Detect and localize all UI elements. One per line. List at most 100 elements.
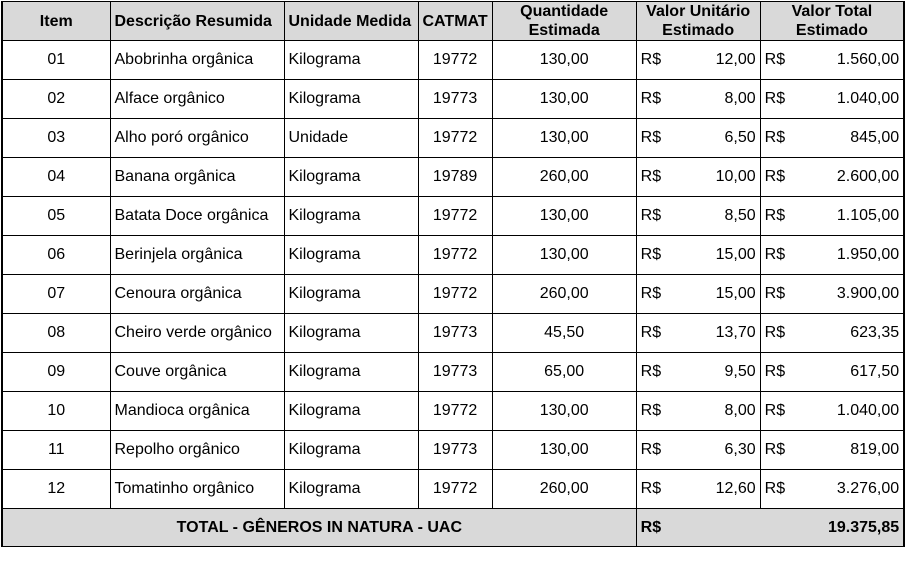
catmat-cell: 19773: [417, 79, 493, 119]
descricao-cell: Banana orgânica: [109, 157, 285, 197]
unidade-cell: Kilograma: [283, 79, 419, 119]
total-value: 19.375,85: [760, 508, 906, 547]
item-cell: 05: [1, 196, 111, 236]
unitario-currency: R$: [635, 79, 689, 119]
header-catmat: CATMAT: [417, 1, 493, 41]
unitario-value: 13,70: [688, 313, 761, 353]
unidade-cell: Kilograma: [283, 235, 419, 275]
quantidade-cell: 65,00: [491, 352, 637, 392]
total-currency-cell: R$: [759, 352, 809, 392]
unidade-cell: Kilograma: [283, 40, 419, 80]
unitario-value: 12,60: [688, 469, 761, 509]
table-row: 07 Cenoura orgânica Kilograma 19772 260,00 R$…: [1, 274, 906, 314]
total-value-cell: 3.276,00: [808, 469, 906, 509]
item-cell: 08: [1, 313, 111, 353]
catmat-cell: 19772: [417, 118, 493, 158]
quantidade-cell: 130,00: [491, 79, 637, 119]
unidade-cell: Kilograma: [283, 469, 419, 509]
total-currency-cell: R$: [759, 313, 809, 353]
descricao-cell: Abobrinha orgânica: [109, 40, 285, 80]
catmat-cell: 19772: [417, 469, 493, 509]
header-quantidade: Quantidade Estimada: [491, 1, 637, 41]
total-value-cell: 1.950,00: [808, 235, 906, 275]
item-cell: 04: [1, 157, 111, 197]
item-cell: 10: [1, 391, 111, 431]
unidade-cell: Kilograma: [283, 274, 419, 314]
table-row: 06 Berinjela orgânica Kilograma 19772 130,00…: [1, 235, 906, 275]
table-body: 01 Abobrinha orgânica Kilograma 19772 130,00…: [1, 40, 906, 509]
descricao-cell: Alho poró orgânico: [109, 118, 285, 158]
item-cell: 07: [1, 274, 111, 314]
total-value-cell: 2.600,00: [808, 157, 906, 197]
quantidade-cell: 260,00: [491, 157, 637, 197]
header-valor-total: Valor Total Estimado: [759, 1, 906, 41]
quantidade-cell: 45,50: [491, 313, 637, 353]
total-currency-cell: R$: [759, 196, 809, 236]
total-value-cell: 819,00: [808, 430, 906, 470]
table-row: 08 Cheiro verde orgânico Kilograma 19773 45,…: [1, 313, 906, 353]
table-row: 11 Repolho orgânico Kilograma 19773 130,00 R$…: [1, 430, 906, 470]
unitario-value: 15,00: [688, 235, 761, 275]
unitario-value: 8,00: [688, 391, 761, 431]
table-row: 12 Tomatinho orgânico Kilograma 19772 260,00…: [1, 469, 906, 509]
unitario-value: 15,00: [688, 274, 761, 314]
total-currency: R$: [635, 508, 761, 547]
table-row: 04 Banana orgânica Kilograma 19789 260,00 R$ 1…: [1, 157, 906, 197]
total-row: TOTAL - GÊNEROS IN NATURA - UAC R$ 19.37…: [0, 508, 906, 547]
unitario-currency: R$: [635, 118, 689, 158]
table-row: 01 Abobrinha orgânica Kilograma 19772 130,00…: [1, 40, 906, 80]
catmat-cell: 19772: [417, 196, 493, 236]
quantidade-cell: 130,00: [491, 235, 637, 275]
descricao-cell: Cenoura orgânica: [109, 274, 285, 314]
total-currency-cell: R$: [759, 469, 809, 509]
total-value-cell: 845,00: [808, 118, 906, 158]
unidade-cell: Kilograma: [283, 196, 419, 236]
total-currency-cell: R$: [759, 391, 809, 431]
unidade-cell: Unidade: [283, 118, 419, 158]
total-value-cell: 623,35: [808, 313, 906, 353]
descricao-cell: Cheiro verde orgânico: [109, 313, 285, 353]
item-cell: 12: [1, 469, 111, 509]
quantidade-cell: 130,00: [491, 118, 637, 158]
unitario-currency: R$: [635, 40, 689, 80]
catmat-cell: 19773: [417, 352, 493, 392]
total-currency-cell: R$: [759, 430, 809, 470]
table-row: 05 Batata Doce orgânica Kilograma 19772 130,…: [1, 196, 906, 236]
total-currency-cell: R$: [759, 274, 809, 314]
quantidade-cell: 260,00: [491, 274, 637, 314]
descricao-cell: Mandioca orgânica: [109, 391, 285, 431]
descricao-cell: Repolho orgânico: [109, 430, 285, 470]
total-value-cell: 617,50: [808, 352, 906, 392]
unitario-currency: R$: [635, 469, 689, 509]
quantidade-cell: 130,00: [491, 391, 637, 431]
table-row: 03 Alho poró orgânico Unidade 19772 130,00 R$…: [1, 118, 906, 158]
total-currency-cell: R$: [759, 118, 809, 158]
header-item: Item: [1, 1, 111, 41]
item-cell: 09: [1, 352, 111, 392]
unitario-currency: R$: [635, 274, 689, 314]
descricao-cell: Alface orgânico: [109, 79, 285, 119]
total-value-cell: 1.560,00: [808, 40, 906, 80]
descricao-cell: Berinjela orgânica: [109, 235, 285, 275]
unitario-value: 12,00: [688, 40, 761, 80]
catmat-cell: 19773: [417, 430, 493, 470]
quantidade-cell: 130,00: [491, 196, 637, 236]
unidade-cell: Kilograma: [283, 313, 419, 353]
unitario-value: 6,50: [688, 118, 761, 158]
item-cell: 06: [1, 235, 111, 275]
unitario-currency: R$: [635, 352, 689, 392]
total-currency-cell: R$: [759, 157, 809, 197]
table-row: 09 Couve orgânica Kilograma 19773 65,00 R$ 9,5…: [1, 352, 906, 392]
item-cell: 02: [1, 79, 111, 119]
unitario-value: 8,00: [688, 79, 761, 119]
unidade-cell: Kilograma: [283, 352, 419, 392]
unitario-value: 8,50: [688, 196, 761, 236]
total-value-cell: 1.040,00: [808, 79, 906, 119]
total-currency-cell: R$: [759, 79, 809, 119]
total-label: TOTAL - GÊNEROS IN NATURA - UAC: [0, 508, 637, 547]
header-descricao: Descrição Resumida: [109, 1, 285, 41]
unitario-value: 10,00: [688, 157, 761, 197]
items-table: Item Descrição Resumida Unidade Medida C…: [0, 1, 906, 547]
item-cell: 11: [1, 430, 111, 470]
table-row: 10 Mandioca orgânica Kilograma 19772 130,00 R…: [1, 391, 906, 431]
